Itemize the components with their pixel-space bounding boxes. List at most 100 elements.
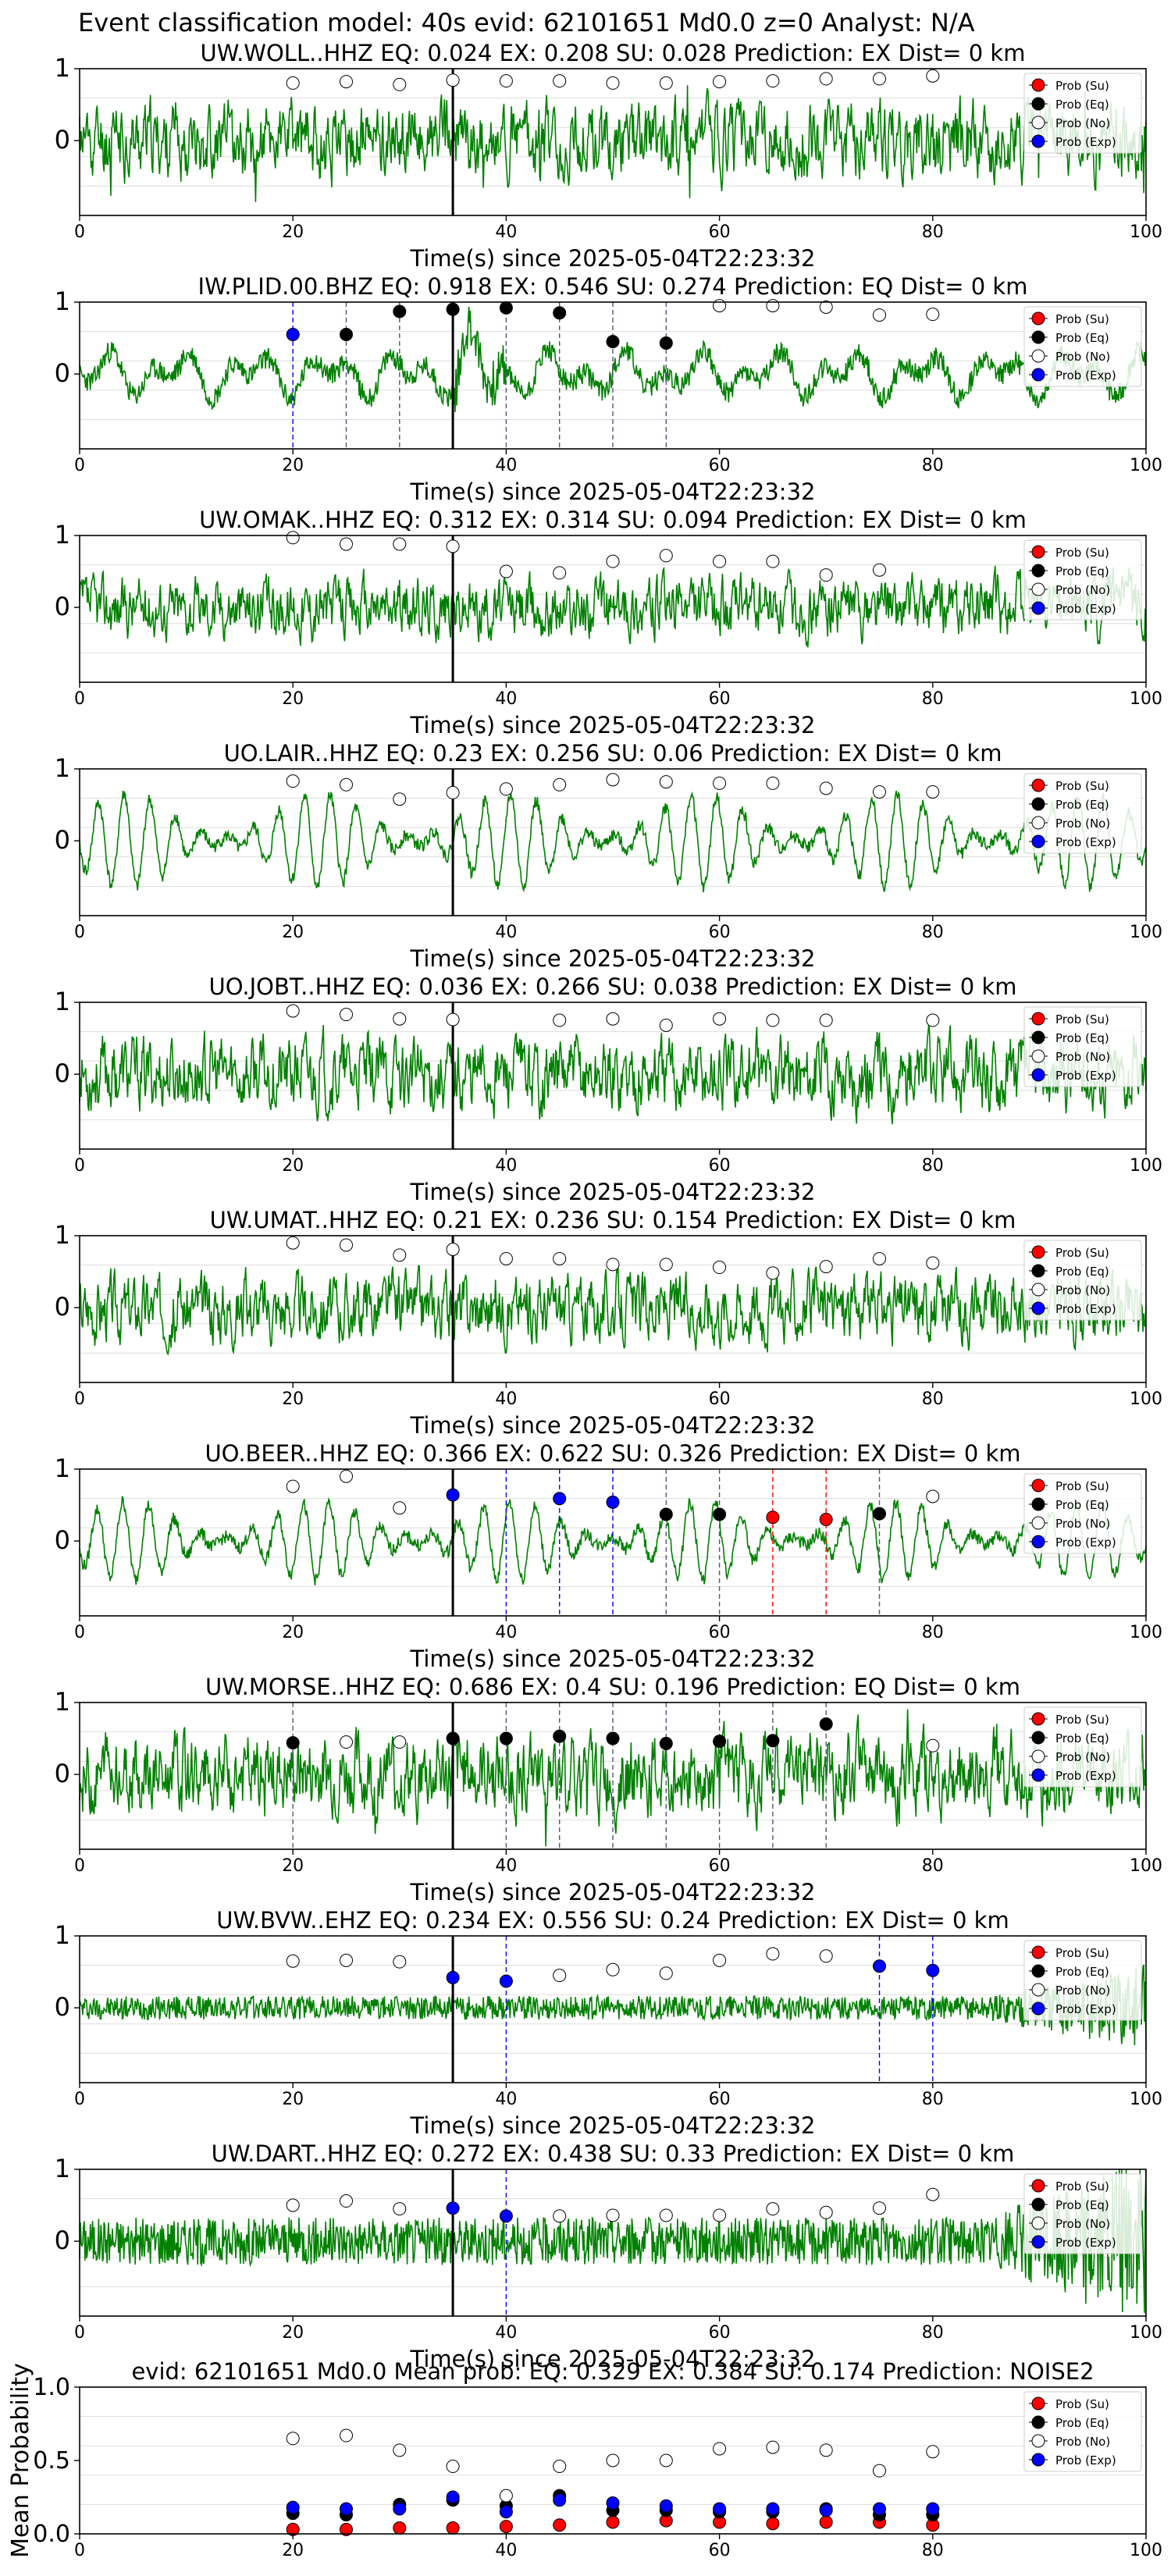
y-tick-label: 0: [55, 825, 70, 855]
legend-label: Prob (No): [1055, 1517, 1110, 1531]
prob-marker-no: [819, 1949, 833, 1963]
prob-marker-no: [606, 1012, 620, 1026]
prob-marker-exp: [446, 2201, 460, 2215]
x-tick-label: 100: [1130, 1856, 1162, 1876]
legend-label: Prob (Su): [1055, 779, 1109, 793]
prob-marker-no: [766, 554, 780, 568]
x-tick-label: 20: [282, 1156, 304, 1176]
prob-marker-exp: [713, 2502, 727, 2516]
legend-marker: [1031, 134, 1045, 148]
panel-title: UW.BVW..EHZ EQ: 0.234 EX: 0.556 SU: 0.24…: [216, 1907, 1009, 1934]
prob-marker-no: [340, 537, 353, 551]
x-tick-label: 0: [74, 1623, 85, 1642]
legend-label: Prob (Su): [1055, 1713, 1109, 1727]
y-tick-label: 0: [55, 1059, 70, 1088]
prob-marker-no: [819, 781, 833, 795]
prob-marker-no: [713, 2208, 727, 2222]
legend-frame: [1023, 773, 1142, 854]
x-tick-label: 60: [709, 222, 731, 242]
prob-marker-exp: [499, 2505, 513, 2519]
x-tick-label: 100: [1130, 2090, 1162, 2109]
prob-marker-exp: [446, 1488, 460, 1502]
legend-marker: [1031, 1478, 1045, 1493]
prob-marker-no: [659, 775, 673, 789]
legend-marker: [1031, 1731, 1045, 1745]
prob-marker-no: [606, 1258, 620, 1272]
legend-label: Prob (Su): [1055, 2397, 1109, 2411]
waveform-trace: [79, 1709, 1147, 1847]
panel-0: UW.WOLL..HHZ EQ: 0.024 EX: 0.208 SU: 0.0…: [55, 40, 1162, 272]
prob-marker-no: [446, 73, 460, 87]
legend-label: Prob (No): [1055, 817, 1110, 831]
legend-marker: [1031, 2216, 1045, 2230]
y-tick-label: 1: [55, 2154, 70, 2183]
panel-title: UW.WOLL..HHZ EQ: 0.024 EX: 0.208 SU: 0.0…: [201, 40, 1026, 66]
axes-frame: [79, 301, 1147, 450]
axes-frame: [79, 1235, 1147, 1383]
x-tick-label: 20: [282, 1623, 304, 1642]
y-tick-label: 0.5: [33, 2447, 70, 2475]
y-tick-label: 1: [55, 1687, 70, 1717]
x-tick-label: 0: [74, 456, 85, 475]
legend-label: Prob (Eq): [1055, 98, 1109, 112]
prob-marker-no: [286, 774, 300, 788]
x-tick-label: 100: [1130, 923, 1162, 942]
prob-marker-eq: [713, 1735, 727, 1749]
prob-marker-su: [766, 1510, 780, 1525]
legend-frame: [1023, 1006, 1142, 1087]
y-tick-label: 1: [55, 753, 70, 783]
legend-frame: [1023, 1706, 1142, 1788]
x-tick-label: 20: [282, 2090, 304, 2109]
waveform-trace: [79, 2169, 1147, 2314]
legend-label: Prob (No): [1055, 2217, 1110, 2231]
prob-marker-exp: [606, 2496, 620, 2510]
x-tick-label: 40: [495, 2541, 517, 2560]
legend-label: Prob (Eq): [1055, 1731, 1109, 1745]
y-tick-label: 0: [55, 1992, 70, 2022]
legend-marker: [1031, 1068, 1045, 1082]
axes-frame: [79, 1702, 1147, 1850]
legend-marker: [1031, 582, 1045, 596]
x-tick-label: 100: [1130, 2323, 1162, 2343]
prob-marker-no: [713, 776, 727, 790]
legend-marker: [1031, 1964, 1045, 1978]
y-tick-label: 1.0: [33, 2374, 70, 2401]
legend-marker: [1031, 2396, 1045, 2411]
panel-title: UW.MORSE..HHZ EQ: 0.686 EX: 0.4 SU: 0.19…: [205, 1674, 1020, 1700]
prob-marker-no: [606, 2453, 620, 2467]
legend-marker: [1031, 2001, 1045, 2016]
x-tick-label: 80: [922, 1389, 944, 1409]
legend-frame: [1023, 306, 1142, 387]
x-tick-label: 40: [495, 2323, 517, 2343]
prob-marker-eq: [499, 301, 513, 315]
prob-marker-exp: [873, 2502, 886, 2516]
x-tick-label: 20: [282, 2541, 304, 2560]
prob-marker-exp: [926, 2502, 940, 2516]
legend-label: Prob (Eq): [1055, 2198, 1109, 2212]
prob-marker-no: [713, 1261, 727, 1275]
prob-marker-no: [606, 554, 620, 568]
prob-marker-eq: [499, 1731, 513, 1745]
prob-marker-no: [553, 777, 567, 792]
x-tick-label: 20: [282, 2323, 304, 2343]
legend-marker: [1031, 2453, 1045, 2467]
prob-marker-no: [659, 2208, 673, 2222]
legend-label: Prob (Exp): [1055, 2236, 1116, 2250]
axes-frame: [79, 768, 1147, 916]
prob-marker-no: [819, 568, 833, 582]
legend-marker: [1031, 1049, 1045, 1063]
prob-marker-no: [446, 539, 460, 553]
prob-marker-no: [713, 75, 727, 89]
prob-marker-eq: [553, 306, 567, 320]
legend-marker: [1031, 1012, 1045, 1026]
prob-marker-no: [766, 299, 780, 313]
prob-marker-su: [446, 2521, 460, 2535]
prob-marker-no: [926, 1738, 940, 1752]
prob-marker-no: [926, 2445, 940, 2459]
prob-marker-no: [286, 531, 300, 545]
legend: Prob (Su) Prob (Eq) Prob (No) Prob (Exp): [1023, 539, 1142, 621]
prob-marker-no: [659, 549, 673, 563]
x-tick-label: 40: [495, 689, 517, 709]
x-tick-label: 80: [922, 2090, 944, 2109]
panel-2: UW.OMAK..HHZ EQ: 0.312 EX: 0.314 SU: 0.0…: [55, 507, 1162, 738]
